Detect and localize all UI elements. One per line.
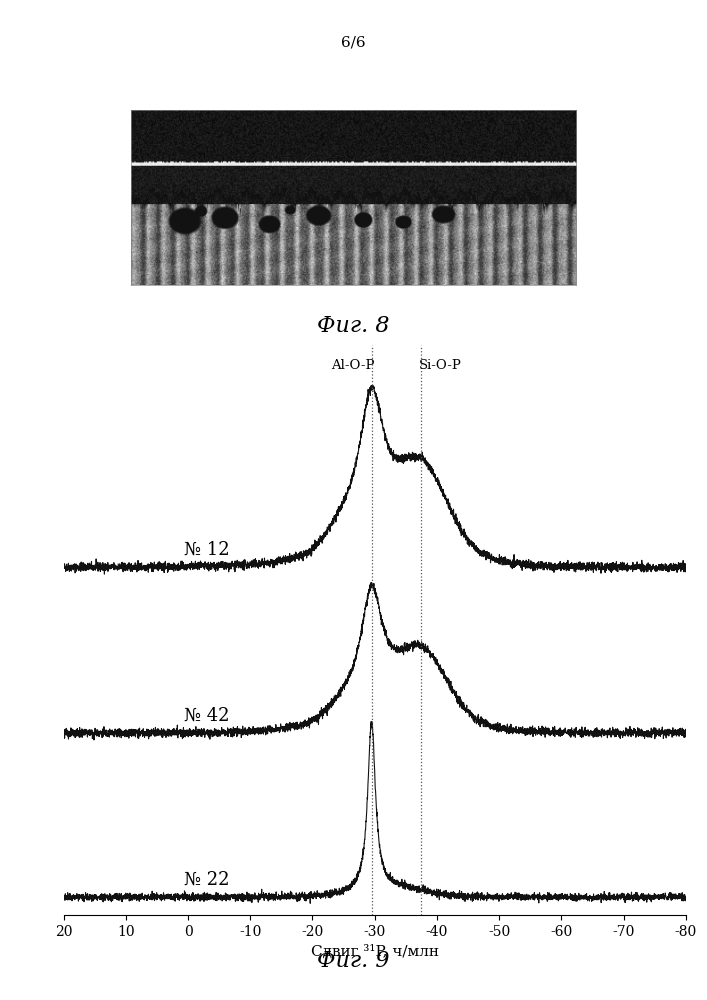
Text: Si-O-P: Si-O-P [419,359,462,372]
Text: 6/6: 6/6 [341,35,366,49]
Text: № 42: № 42 [184,706,230,724]
Text: Al-O-P: Al-O-P [331,359,374,372]
Text: № 22: № 22 [184,870,230,888]
Text: Фиг. 8: Фиг. 8 [317,315,390,337]
X-axis label: Сдвиг ³¹P, ч/млн: Сдвиг ³¹P, ч/млн [310,944,439,959]
Text: № 12: № 12 [184,541,230,559]
Text: Фиг. 9: Фиг. 9 [317,950,390,972]
